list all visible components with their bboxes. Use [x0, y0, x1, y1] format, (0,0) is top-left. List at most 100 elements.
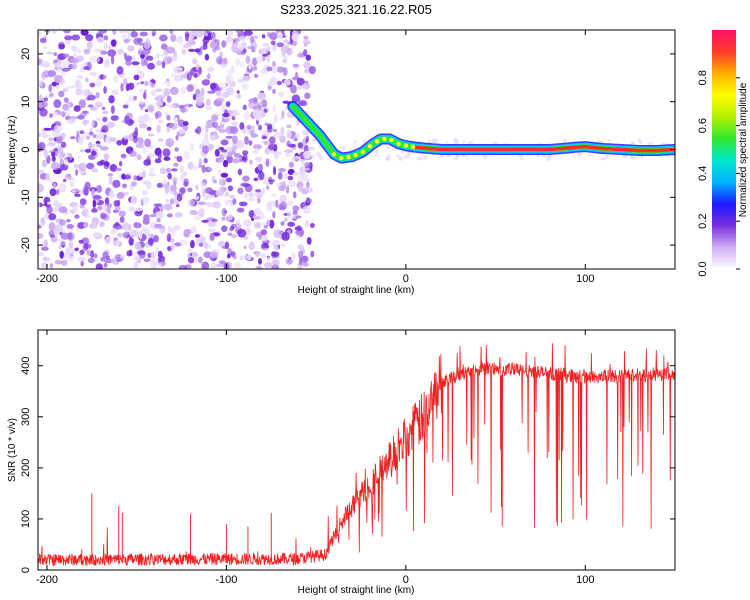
noise-speckle — [83, 110, 89, 115]
noise-speckle — [58, 43, 65, 50]
noise-speckle — [40, 217, 46, 226]
noise-speckle — [121, 222, 130, 231]
y-tick-label: 10 — [20, 96, 32, 108]
noise-speckle — [249, 159, 253, 165]
noise-speckle — [263, 224, 268, 229]
noise-speckle — [136, 65, 140, 74]
noise-speckle — [142, 196, 149, 205]
noise-speckle — [138, 230, 143, 240]
noise-speckle — [211, 32, 216, 39]
noise-speckle — [341, 146, 346, 150]
y-tick-label: 0 — [20, 146, 32, 152]
noise-speckle — [157, 250, 163, 259]
noise-speckle — [41, 61, 51, 68]
noise-speckle — [291, 252, 296, 260]
noise-speckle — [232, 198, 237, 205]
noise-speckle — [183, 150, 191, 160]
noise-speckle — [108, 176, 113, 185]
noise-speckle — [228, 214, 233, 221]
noise-speckle — [106, 203, 113, 208]
noise-speckle — [50, 162, 60, 170]
noise-speckle — [239, 155, 244, 163]
ridge-blob — [339, 155, 344, 161]
noise-speckle — [295, 215, 301, 219]
noise-speckle — [198, 66, 202, 75]
noise-speckle — [227, 232, 232, 236]
noise-speckle — [81, 89, 89, 96]
noise-speckle — [287, 210, 292, 219]
spectrogram-x-ticks: -200 -100 0 100 — [36, 30, 594, 285]
noise-speckle — [282, 59, 288, 64]
noise-speckle — [39, 94, 43, 100]
noise-speckle — [91, 208, 98, 213]
noise-speckle — [64, 158, 69, 166]
noise-speckle — [215, 189, 224, 197]
noise-speckle — [107, 173, 114, 177]
noise-speckle — [40, 262, 49, 268]
noise-speckle — [69, 181, 75, 188]
noise-speckle — [180, 104, 187, 114]
noise-speckle — [102, 110, 109, 115]
noise-speckle — [131, 181, 137, 187]
noise-speckle — [199, 242, 204, 247]
noise-speckle — [158, 261, 165, 267]
noise-speckle — [209, 251, 219, 259]
noise-speckle — [88, 131, 94, 136]
noise-speckle — [57, 202, 63, 208]
noise-speckle — [143, 57, 148, 67]
noise-speckle — [74, 214, 80, 219]
noise-speckle — [302, 82, 311, 90]
noise-speckle — [272, 88, 276, 94]
noise-speckle — [79, 162, 87, 172]
spectrogram-y-ticks: -20 -10 0 10 20 — [20, 48, 675, 253]
noise-speckle — [236, 207, 245, 213]
noise-speckle — [169, 122, 178, 130]
snr-x-label: Height of straight line (km) — [298, 585, 415, 596]
noise-speckle — [194, 195, 200, 200]
y-tick-label: 100 — [20, 510, 32, 528]
ridge-blob — [410, 144, 416, 149]
noise-speckle — [285, 150, 291, 158]
noise-speckle — [38, 144, 43, 153]
noise-speckle — [102, 116, 108, 123]
noise-speckle — [231, 115, 236, 121]
colorbar: 0.0 0.2 0.4 0.6 0.8 Normalized spectral ampl… — [697, 30, 749, 277]
noise-speckle — [227, 185, 234, 192]
noise-speckle — [224, 241, 230, 250]
noise-speckle — [51, 155, 56, 162]
noise-speckle — [310, 250, 315, 258]
noise-speckle — [273, 150, 280, 160]
noise-speckle — [57, 111, 67, 116]
noise-speckle — [231, 158, 241, 164]
noise-speckle — [221, 216, 226, 221]
noise-speckle — [89, 55, 98, 64]
noise-speckle — [72, 204, 79, 213]
spectrogram-noise-field — [38, 30, 671, 269]
noise-speckle — [144, 138, 152, 148]
noise-speckle — [59, 250, 64, 259]
noise-speckle — [519, 157, 524, 160]
noise-speckle — [76, 82, 83, 89]
noise-speckle — [46, 201, 51, 205]
noise-speckle — [255, 251, 260, 257]
noise-speckle — [166, 233, 171, 242]
ridge-blob — [367, 144, 373, 149]
noise-speckle — [291, 33, 299, 42]
noise-speckle — [303, 61, 311, 69]
noise-speckle — [142, 218, 150, 225]
noise-speckle — [297, 84, 303, 91]
noise-speckle — [156, 94, 166, 99]
noise-speckle — [137, 250, 146, 255]
noise-speckle — [57, 146, 64, 154]
noise-speckle — [116, 192, 125, 199]
noise-speckle — [260, 252, 266, 259]
noise-speckle — [225, 177, 232, 183]
noise-speckle — [129, 228, 133, 237]
noise-speckle — [149, 167, 155, 174]
noise-speckle — [235, 58, 241, 67]
ridge-blob — [389, 137, 394, 143]
noise-speckle — [103, 42, 108, 50]
y-tick-label: 300 — [20, 408, 32, 426]
noise-speckle — [127, 45, 135, 52]
noise-speckle — [45, 30, 50, 34]
